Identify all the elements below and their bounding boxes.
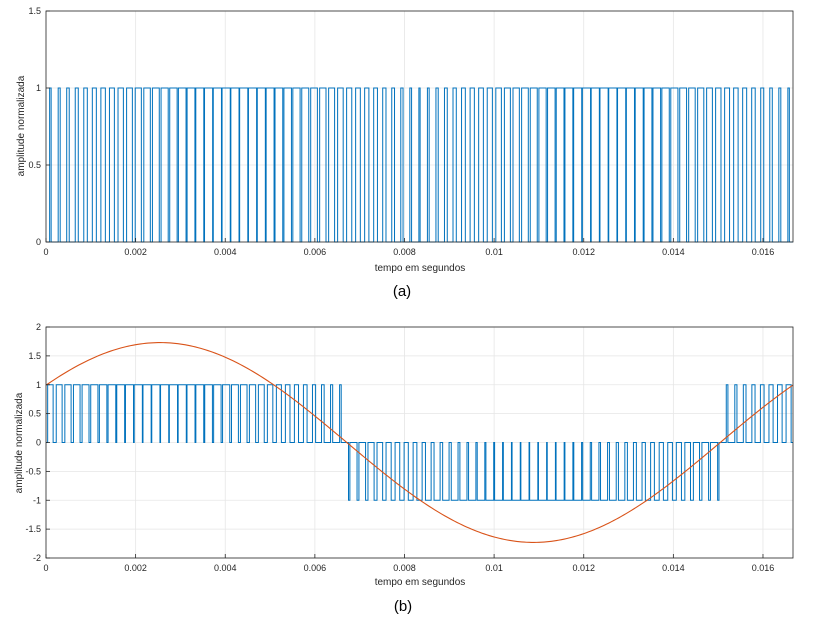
plot-b-xtick-label: 0.012 xyxy=(572,563,595,573)
plot-b-xtick-label: 0.004 xyxy=(214,563,237,573)
plot-b: 0 0.002 0.004 0.006 0.008 0.01 0.012 0.014 0.016… xyxy=(14,322,794,615)
plot-b-xtick-label: 0.014 xyxy=(662,563,685,573)
plot-b-ytick-label: 2 xyxy=(36,322,41,332)
plot-a-xtick-label: 0 xyxy=(43,247,48,257)
plot-b-xlabel: tempo em segundos xyxy=(375,577,466,588)
plot-b-xtick-label: 0.016 xyxy=(752,563,775,573)
plot-b-xtick-label: 0 xyxy=(43,563,48,573)
plot-a-ytick-label: 1.5 xyxy=(28,6,41,16)
plot-a-xtick-label: 0.01 xyxy=(485,247,503,257)
plot-a-ytick-label: 0 xyxy=(36,237,41,247)
plot-a-ticks: 0 0.002 0.004 0.006 0.008 0.01 0.012 0.014 0.016… xyxy=(28,6,774,257)
plot-b-sine-series xyxy=(45,342,794,543)
plot-a-caption: (a) xyxy=(393,283,411,300)
plot-b-ytick-label: 0 xyxy=(36,438,41,448)
plot-a-xtick-label: 0.012 xyxy=(572,247,595,257)
plot-b-ytick-label: -1 xyxy=(33,495,41,505)
plot-a: 0 0.002 0.004 0.006 0.008 0.01 0.012 0.014 0.016… xyxy=(16,6,794,300)
plot-b-ytick-label: 1 xyxy=(36,380,41,390)
plot-b-xtick-label: 0.006 xyxy=(304,563,327,573)
plot-a-xlabel: tempo em segundos xyxy=(375,263,466,274)
plot-a-xtick-label: 0.002 xyxy=(124,247,147,257)
plot-b-ytick-label: -2 xyxy=(33,553,41,563)
plot-a-grid xyxy=(45,10,793,243)
plot-a-axes-box xyxy=(45,10,794,243)
plot-a-xtick-label: 0.004 xyxy=(214,247,237,257)
plot-b-caption: (b) xyxy=(394,598,412,615)
plot-a-xtick-label: 0.008 xyxy=(393,247,416,257)
plot-a-xtick-label: 0.006 xyxy=(304,247,327,257)
plot-b-xtick-label: 0.008 xyxy=(393,563,416,573)
plot-b-ticks: 0 0.002 0.004 0.006 0.008 0.01 0.012 0.014 0.016… xyxy=(25,322,774,573)
plot-b-xtick-label: 0.002 xyxy=(124,563,147,573)
plot-b-ytick-label: 0.5 xyxy=(28,409,41,419)
plot-a-xtick-label: 0.014 xyxy=(662,247,685,257)
plot-a-ylabel: amplitude normalizada xyxy=(16,75,27,176)
plot-b-xtick-label: 0.01 xyxy=(485,563,503,573)
plot-b-ytick-label: -0.5 xyxy=(25,466,41,476)
plot-a-ytick-label: 0.5 xyxy=(28,160,41,170)
plot-b-ylabel: amplitude normalizada xyxy=(14,392,25,493)
plot-a-ytick-label: 1 xyxy=(36,83,41,93)
plot-a-xtick-label: 0.016 xyxy=(752,247,775,257)
plot-b-ytick-label: -1.5 xyxy=(25,524,41,534)
plot-b-ytick-label: 1.5 xyxy=(28,351,41,361)
